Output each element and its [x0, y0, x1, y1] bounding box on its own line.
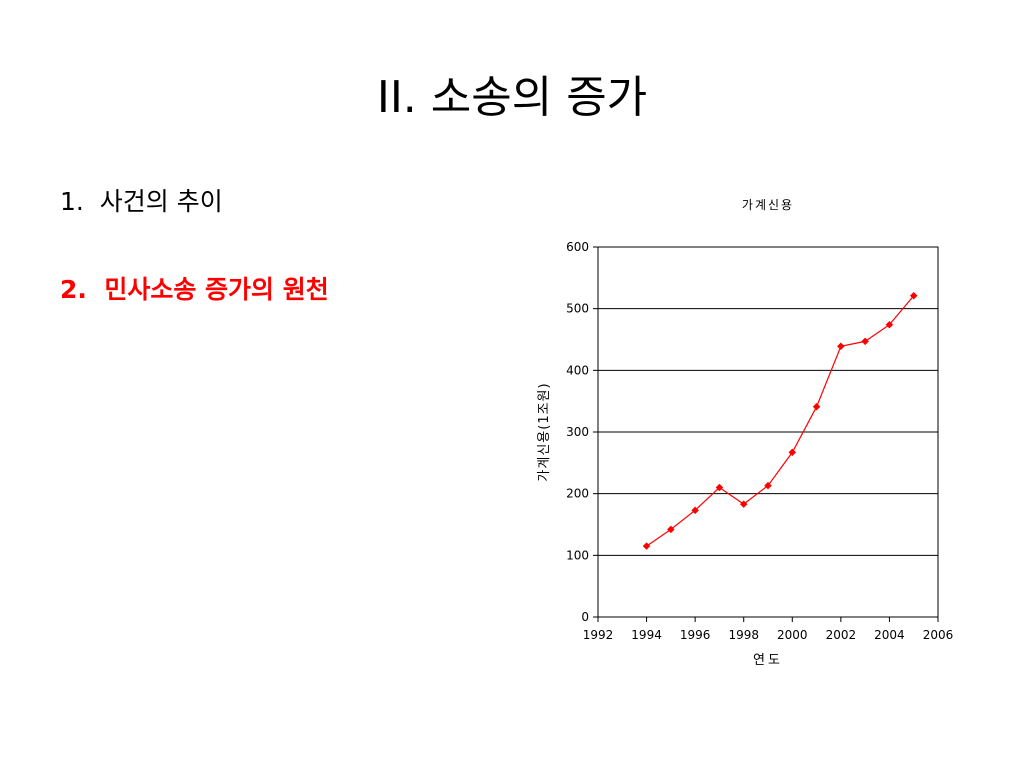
- y-tick-label: 300: [566, 425, 589, 439]
- data-point: [667, 525, 675, 534]
- bullet-number: 2.: [60, 275, 87, 304]
- x-tick-label: 2004: [874, 628, 905, 642]
- chart-title: 가계신용: [742, 198, 794, 212]
- x-tick-label: 2002: [826, 628, 857, 642]
- x-tick-label: 1992: [583, 628, 614, 642]
- y-axis-label: 가계신용(1조원): [537, 382, 552, 481]
- household-credit-chart: 가계신용 0 100 200 300 400 500 600 1992 1994 1996 1998…: [520, 185, 980, 685]
- bullet-item-case-trend: 1. 사건의 추이: [60, 180, 500, 224]
- data-point: [642, 542, 651, 550]
- x-tick-label: 2000: [777, 628, 808, 642]
- data-point: [715, 483, 724, 492]
- y-tick-label: 500: [566, 302, 589, 316]
- data-point: [861, 337, 869, 346]
- data-point: [788, 448, 797, 457]
- data-point: [885, 320, 894, 329]
- bullet-text: 사건의 추이: [99, 187, 223, 216]
- series-line: [646, 295, 915, 547]
- x-axis-label: 연도: [753, 653, 783, 668]
- y-tick-label: 100: [566, 548, 589, 562]
- data-point: [837, 342, 845, 351]
- bullet-item-civil-suit-source: 2. 민사소송 증가의 원천: [60, 268, 500, 312]
- data-point: [812, 402, 821, 411]
- bullet-list: 1. 사건의 추이 2. 민사소송 증가의 원천: [60, 180, 500, 312]
- y-tick-label: 600: [566, 240, 589, 254]
- data-point: [739, 500, 748, 509]
- x-tick-label: 2006: [923, 628, 954, 642]
- data-point: [691, 506, 699, 515]
- plot-area: 0 100 200 300 400 500 600 1992 1994 1996 1998 2000 2…: [566, 240, 953, 642]
- bullet-number: 1.: [60, 187, 84, 216]
- chart-svg: 가계신용 0 100 200 300 400 500 600 1992 1994 1996 1998…: [537, 198, 953, 668]
- y-tick-label: 0: [581, 610, 589, 624]
- data-point: [764, 481, 772, 490]
- bullet-text: 민사소송 증가의 원천: [104, 275, 329, 304]
- y-tick-label: 400: [566, 363, 589, 377]
- x-tick-label: 1998: [728, 628, 759, 642]
- slide-title: II. 소송의 증가: [376, 72, 648, 123]
- x-tick-label: 1994: [631, 628, 662, 642]
- x-tick-label: 1996: [680, 628, 711, 642]
- y-tick-label: 200: [566, 487, 589, 501]
- data-point: [909, 291, 918, 300]
